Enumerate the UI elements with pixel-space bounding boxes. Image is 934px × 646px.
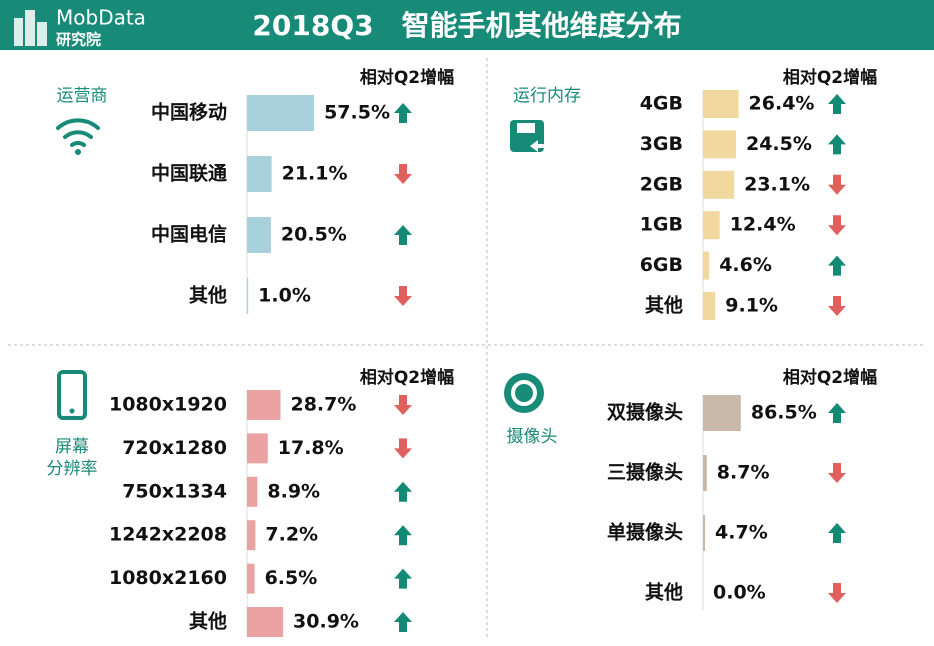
category-label: 720x1280 — [122, 437, 227, 459]
category-label: 1080x1920 — [109, 394, 227, 416]
trend-down-arrow — [394, 395, 412, 415]
value-label: 6.5% — [265, 567, 318, 589]
trend-header: 相对Q2增幅 — [360, 67, 454, 88]
trend-down-arrow — [828, 174, 846, 195]
category-label: 单摄像头 — [607, 521, 683, 544]
value-label: 9.1% — [725, 295, 778, 317]
trend-down-arrow — [828, 583, 846, 603]
trend-up-arrow — [828, 255, 846, 276]
trend-up-arrow — [394, 612, 412, 632]
bar — [247, 217, 271, 253]
trend-header: 相对Q2增幅 — [783, 367, 877, 388]
bar — [247, 563, 255, 594]
value-label: 12.4% — [730, 214, 796, 236]
bar — [247, 95, 315, 131]
bar — [703, 455, 707, 491]
memory-icon — [510, 120, 544, 152]
trend-up-arrow — [394, 525, 412, 546]
bar — [703, 395, 741, 431]
value-label: 7.2% — [265, 524, 318, 546]
value-label: 86.5% — [751, 402, 817, 424]
category-label: 750x1334 — [122, 480, 227, 502]
category-label: 中国联通 — [151, 162, 228, 185]
category-label: 1080x2160 — [109, 567, 227, 589]
trend-up-arrow — [828, 523, 846, 543]
value-label: 26.4% — [749, 93, 815, 115]
value-label: 21.1% — [282, 163, 348, 185]
value-label: 20.5% — [281, 224, 347, 246]
category-label: 2GB — [640, 173, 683, 195]
logo-subtext: 研究院 — [56, 31, 101, 49]
value-label: 57.5% — [324, 102, 390, 124]
header-band — [0, 0, 934, 50]
trend-header: 相对Q2增幅 — [360, 367, 454, 388]
bar — [247, 476, 258, 507]
page-title: 2018Q3 智能手机其他维度分布 — [252, 9, 681, 42]
bar — [247, 433, 268, 464]
category-label: 1GB — [640, 214, 683, 236]
wifi-icon — [56, 118, 100, 155]
trend-up-arrow — [828, 134, 846, 155]
section-label: 分辨率 — [47, 459, 98, 479]
trend-down-arrow — [828, 215, 846, 236]
bar — [247, 156, 272, 192]
trend-up-arrow — [394, 568, 412, 589]
category-label: 6GB — [640, 254, 683, 276]
bar — [703, 515, 706, 551]
trend-down-arrow — [394, 164, 412, 184]
value-label: 1.0% — [258, 285, 311, 307]
value-label: 4.7% — [715, 522, 768, 544]
trend-up-arrow — [394, 481, 412, 502]
trend-down-arrow — [828, 296, 846, 316]
value-label: 0.0% — [713, 582, 766, 604]
bar — [703, 211, 720, 240]
trend-header: 相对Q2增幅 — [783, 67, 877, 88]
value-label: 23.1% — [744, 173, 810, 195]
category-label: 中国移动 — [151, 101, 227, 124]
value-label: 24.5% — [746, 133, 812, 155]
camera-icon — [504, 373, 544, 413]
trend-up-arrow — [394, 103, 412, 123]
category-label: 双摄像头 — [607, 401, 683, 424]
bar — [703, 90, 739, 118]
bar — [247, 607, 284, 637]
value-label: 4.6% — [719, 254, 772, 276]
category-label: 其他 — [189, 284, 227, 307]
section-label: 运行内存 — [513, 86, 581, 106]
value-label: 8.7% — [717, 462, 770, 484]
phone-icon — [57, 370, 87, 420]
trend-up-arrow — [828, 94, 846, 114]
bar — [703, 170, 735, 199]
category-label: 其他 — [645, 581, 683, 604]
category-label: 中国电信 — [151, 223, 227, 246]
bar — [703, 292, 716, 320]
value-label: 17.8% — [278, 437, 344, 459]
category-label: 1242x2208 — [109, 524, 227, 546]
bar — [703, 251, 710, 280]
trend-down-arrow — [828, 463, 846, 483]
category-label: 其他 — [189, 610, 227, 633]
category-label: 4GB — [640, 93, 683, 115]
trend-down-arrow — [394, 438, 412, 459]
trend-down-arrow — [394, 286, 412, 306]
section-label: 摄像头 — [507, 427, 558, 447]
logo-icon — [14, 10, 47, 46]
value-label: 30.9% — [293, 611, 359, 633]
category-label: 其他 — [645, 294, 683, 317]
bar — [703, 130, 736, 159]
logo-text: MobData — [56, 6, 146, 30]
category-label: 三摄像头 — [607, 461, 683, 484]
bar — [247, 390, 281, 420]
value-label: 8.9% — [267, 480, 320, 502]
category-label: 3GB — [640, 133, 683, 155]
section-label: 运营商 — [57, 86, 108, 106]
value-label: 28.7% — [290, 394, 356, 416]
trend-up-arrow — [828, 403, 846, 423]
bar — [247, 278, 249, 314]
section-label: 屏幕 — [55, 437, 89, 457]
bar — [247, 520, 256, 551]
trend-up-arrow — [394, 225, 412, 245]
